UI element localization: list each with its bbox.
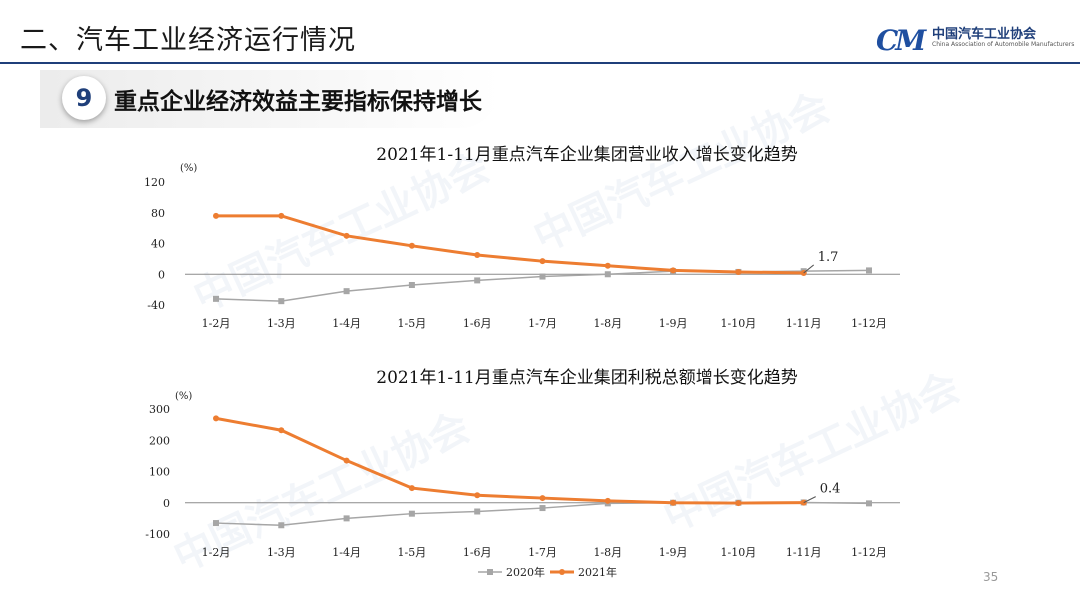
data-point-2020 [474, 277, 481, 284]
x-tick-label: 1-12月 [851, 317, 887, 330]
y-tick-label: 40 [151, 238, 165, 251]
y-tick-label: 120 [144, 176, 165, 189]
x-tick-label: 1-7月 [528, 317, 557, 330]
data-point-2020 [343, 515, 350, 522]
data-point-2021 [539, 258, 546, 265]
data-point-2020 [866, 500, 872, 507]
y-tick-label: 0 [163, 497, 170, 510]
data-point-2021 [343, 457, 350, 464]
data-point-2020 [539, 505, 546, 512]
data-point-2020 [213, 520, 219, 527]
logo: CM 中国汽车工业协会 China Association of Automob… [876, 22, 1076, 57]
data-point-2021 [474, 492, 481, 499]
x-tick-label: 1-6月 [463, 317, 492, 330]
x-tick-label: 1-5月 [398, 546, 427, 559]
x-tick-label: 1-8月 [593, 546, 622, 559]
legend-label: 2020年 [506, 565, 545, 579]
data-point-2021 [670, 267, 677, 274]
x-tick-label: 1-5月 [398, 317, 427, 330]
data-point-2021 [604, 497, 611, 504]
y-tick-label: -100 [145, 528, 170, 541]
x-tick-label: 1-3月 [267, 546, 296, 559]
data-point-2020 [539, 273, 546, 280]
x-tick-label: 1-8月 [593, 317, 622, 330]
data-point-2021 [735, 500, 742, 507]
data-point-2021 [278, 212, 285, 219]
y-axis-unit-label: (%) [180, 163, 197, 174]
data-point-2020 [604, 271, 611, 278]
legend-marker [559, 569, 565, 575]
chart-title: 2021年1-11月重点汽车企业集团利税总额增长变化趋势 [376, 368, 797, 388]
annotation-label: 1.7 [818, 250, 839, 265]
data-point-2020 [408, 510, 415, 517]
data-point-2021 [278, 427, 285, 434]
series-line-2021 [216, 214, 804, 275]
subtitle-shadow [40, 70, 500, 128]
y-tick-label: 0 [158, 268, 165, 281]
x-tick-label: 1-2月 [202, 317, 231, 330]
series-line-2021 [215, 416, 804, 505]
logo-mark: CM [876, 24, 926, 57]
data-point-2020 [866, 267, 872, 274]
annotation-leader-line [803, 496, 816, 504]
x-tick-label: 1-11月 [786, 546, 822, 559]
x-tick-label: 1-10月 [721, 546, 757, 559]
annotation-leader-line [803, 264, 815, 274]
x-tick-label: 1-6月 [463, 546, 492, 559]
x-tick-label: 1-7月 [528, 546, 557, 559]
slide-subtitle: 重点企业经济效益主要指标保持增长 [114, 89, 482, 115]
data-point-2021 [343, 232, 350, 239]
y-tick-label: -40 [147, 299, 165, 312]
header-divider [0, 62, 1080, 64]
data-point-2020 [278, 522, 285, 529]
page-number: 35 [983, 570, 999, 584]
y-tick-label: 200 [149, 434, 170, 447]
legend-marker [487, 569, 493, 575]
data-point-2021 [604, 262, 611, 269]
x-tick-label: 1-4月 [332, 546, 361, 559]
data-point-2021 [474, 252, 481, 259]
x-tick-label: 1-4月 [332, 317, 361, 330]
logo-chinese-name: 中国汽车工业协会 [932, 27, 1037, 42]
data-point-2020 [213, 295, 219, 302]
y-tick-label: 300 [149, 403, 170, 416]
annotation-label: 0.4 [820, 482, 841, 497]
data-point-2021 [213, 212, 219, 219]
data-point-2020 [343, 288, 350, 295]
legend-label: 2021年 [578, 565, 617, 579]
y-tick-label: 100 [149, 466, 170, 479]
data-point-2021 [213, 415, 219, 422]
data-point-2021 [408, 485, 415, 492]
x-tick-label: 1-12月 [851, 546, 887, 559]
x-tick-label: 1-3月 [267, 317, 296, 330]
x-tick-label: 1-11月 [786, 317, 822, 330]
data-point-2021 [670, 499, 677, 506]
section-title: 二、汽车工业经济运行情况 [20, 25, 356, 56]
data-point-2021 [408, 242, 415, 249]
y-tick-label: 80 [151, 207, 165, 220]
data-point-2021 [539, 495, 546, 502]
data-point-2020 [474, 508, 481, 515]
data-point-2020 [408, 282, 415, 289]
data-point-2021 [735, 268, 742, 275]
x-tick-label: 1-9月 [659, 317, 688, 330]
data-point-2020 [278, 298, 285, 305]
y-axis-unit-label: (%) [175, 391, 192, 402]
x-tick-label: 1-9月 [659, 546, 688, 559]
chart-title: 2021年1-11月重点汽车企业集团营业收入增长变化趋势 [376, 145, 797, 165]
x-tick-label: 1-10月 [721, 317, 757, 330]
logo-english-name: China Association of Automobile Manufact… [932, 41, 1075, 48]
section-number-badge: 9 [62, 76, 106, 120]
x-tick-label: 1-2月 [202, 546, 231, 559]
